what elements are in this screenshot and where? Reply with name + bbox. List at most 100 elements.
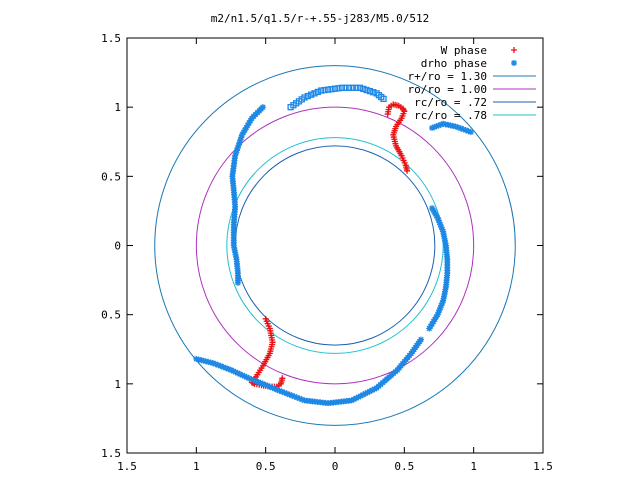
data-point-1-204 [246,375,253,382]
data-point-1-155 [366,388,373,395]
circle-3 [226,137,444,354]
data-point-1-81 [436,219,443,226]
data-point-2-7 [307,91,315,98]
data-point-1-8 [246,119,253,126]
data-point-1-203 [248,376,255,383]
legend-label-5: rc/ro = .78 [414,109,487,122]
data-point-1-10 [243,124,250,131]
data-point-2-20 [353,84,360,91]
data-point-1-12 [240,129,247,136]
data-point-1-117 [437,304,444,311]
data-point-1-217 [215,362,222,369]
data-point-1-18 [234,144,241,151]
data-point-1-243 [467,129,474,136]
x-tick-label-0: 1.5 [117,460,137,473]
data-point-1-201 [252,378,259,385]
data-point-1-193 [271,385,278,392]
data-point-1-161 [353,395,360,402]
data-point-1-185 [291,393,298,400]
data-point-2-8 [311,90,318,97]
data-point-1-6 [248,115,255,122]
data-point-1-118 [436,307,443,314]
data-point-1-239 [457,125,464,132]
data-point-1-195 [267,383,274,390]
data-point-1-11 [241,127,248,134]
data-point-1-20 [233,149,240,156]
series-1 [193,104,474,407]
data-point-1-210 [232,369,239,376]
data-point-1-16 [236,139,243,146]
data-point-1-152 [373,384,380,391]
x-tick-label-6: 1.5 [533,460,553,473]
y-tick-label-6: 1.5 [101,32,121,45]
x-tick-label-3: 0 [332,460,339,473]
data-point-1-213 [225,366,232,373]
data-point-1-7 [247,117,254,124]
data-point-1-84 [439,226,446,233]
data-point-1-159 [357,392,364,399]
legend-label-3: ro/ro = 1.00 [408,83,487,96]
data-point-0-40 [404,167,411,174]
data-point-1-199 [257,379,264,386]
data-point-1-208 [237,371,244,378]
data-point-2-22 [360,85,367,93]
data-point-1-181 [301,397,308,404]
data-point-1-240 [460,126,467,133]
x-tick-label-4: 0.5 [394,460,414,473]
data-point-2-11 [321,86,328,94]
data-point-2-14 [331,85,339,92]
data-point-1-160 [355,394,362,401]
data-point-1-229 [433,123,440,130]
legend-swatch-1 [511,60,517,66]
data-point-2-17 [342,84,349,91]
data-point-1-188 [284,390,291,397]
data-point-1-192 [274,386,281,393]
data-point-2-6 [304,92,311,100]
data-point-2-23 [363,86,370,94]
data-point-1-231 [437,121,444,128]
chart-title: m2/n1.5/q1.5/r-+.55-j283/M5.0/512 [211,12,430,25]
data-point-1-83 [438,224,445,231]
data-point-1-126 [426,325,433,332]
data-point-1-114 [440,297,447,304]
series-2 [287,84,387,111]
data-point-2-15 [335,85,342,92]
data-point-1-73 [234,279,241,286]
y-tick-label-4: 0.5 [101,170,121,183]
data-point-1-196 [264,382,271,389]
data-point-1-191 [276,387,283,394]
data-point-1-119 [435,309,442,316]
data-point-1-9 [244,122,251,129]
data-point-2-19 [349,84,356,91]
data-point-1-17 [235,142,242,149]
data-point-1-115 [439,300,446,307]
data-point-1-241 [462,127,469,134]
data-point-1-162 [350,396,357,403]
y-tick-label-3: 0 [114,240,121,253]
data-point-1-202 [250,377,257,384]
data-point-1-123 [430,318,437,325]
data-point-2-10 [317,87,325,94]
data-point-1-206 [241,373,248,380]
legend-label-4: rc/ro = .72 [414,96,487,109]
circle-0 [154,65,516,426]
data-point-0-87 [262,315,269,322]
data-point-1-154 [369,387,376,394]
y-tick-label-1: 1 [114,378,121,391]
data-point-1-82 [437,221,444,228]
data-point-1-194 [269,384,276,391]
data-point-1-197 [262,381,269,388]
data-point-1-214 [222,365,229,372]
data-point-1-212 [228,367,234,373]
data-point-1-14 [238,134,245,141]
data-point-2-5 [301,94,308,101]
data-point-1-13 [239,131,246,138]
data-point-1-198 [259,380,266,387]
data-point-1-238 [455,124,462,131]
data-point-1-200 [255,378,262,385]
data-point-1-15 [237,137,244,144]
circle-1 [195,106,475,385]
data-point-1-182 [298,396,305,403]
